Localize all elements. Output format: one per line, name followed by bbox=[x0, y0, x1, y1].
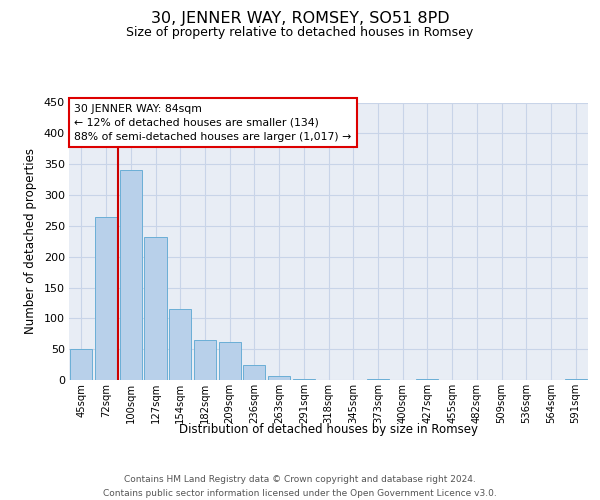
Bar bbox=[268, 376, 290, 380]
Text: Distribution of detached houses by size in Romsey: Distribution of detached houses by size … bbox=[179, 422, 478, 436]
Text: Contains HM Land Registry data © Crown copyright and database right 2024.
Contai: Contains HM Land Registry data © Crown c… bbox=[103, 476, 497, 498]
Y-axis label: Number of detached properties: Number of detached properties bbox=[24, 148, 37, 334]
Text: 30 JENNER WAY: 84sqm
← 12% of detached houses are smaller (134)
88% of semi-deta: 30 JENNER WAY: 84sqm ← 12% of detached h… bbox=[74, 104, 352, 142]
Text: 30, JENNER WAY, ROMSEY, SO51 8PD: 30, JENNER WAY, ROMSEY, SO51 8PD bbox=[151, 11, 449, 26]
Bar bbox=[565, 379, 587, 380]
Text: Size of property relative to detached houses in Romsey: Size of property relative to detached ho… bbox=[127, 26, 473, 39]
Bar bbox=[243, 364, 265, 380]
Bar bbox=[145, 237, 167, 380]
Bar bbox=[119, 170, 142, 380]
Bar bbox=[169, 309, 191, 380]
Bar bbox=[70, 349, 92, 380]
Bar bbox=[218, 342, 241, 380]
Bar bbox=[194, 340, 216, 380]
Bar bbox=[95, 216, 117, 380]
